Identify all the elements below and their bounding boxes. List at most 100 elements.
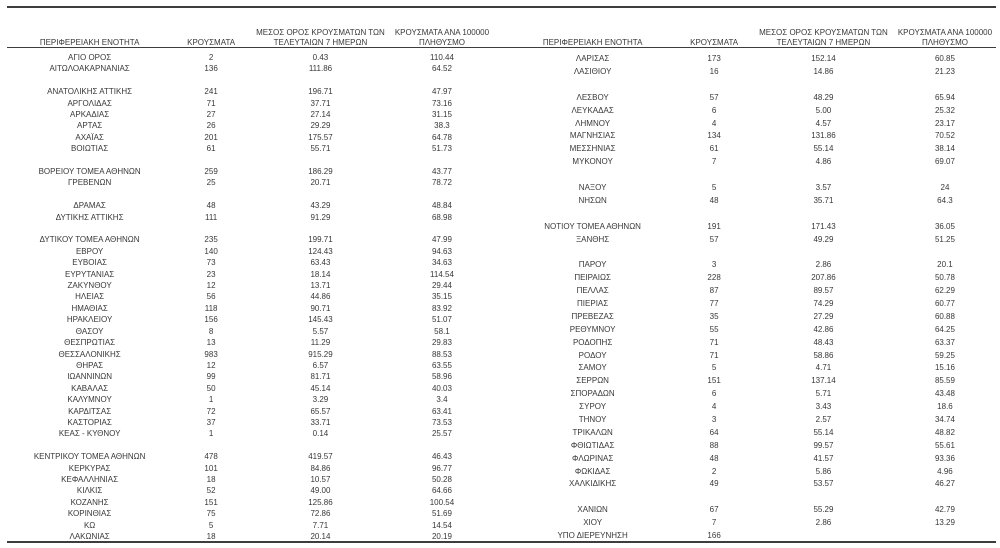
cases-cell: 7 — [711, 157, 717, 167]
region-cell: ΠΕΙΡΑΙΩΣ — [574, 273, 611, 283]
empty-cell — [7, 189, 172, 200]
region-cell: ΡΟΔΟΥ — [578, 350, 607, 360]
cases-cell: 13 — [206, 338, 216, 348]
cases-cell: 166 — [707, 531, 721, 541]
region-cell: ΑΡΤΑΣ — [76, 121, 103, 131]
cases-cell: 72 — [206, 406, 216, 416]
per100k-cell: 114.54 — [430, 269, 454, 279]
avg7-cell: 33.71 — [310, 417, 331, 427]
cases-cell: 64 — [709, 427, 719, 437]
header-rule — [7, 47, 996, 48]
cases-cell: 71 — [709, 337, 719, 347]
cases-cell: 173 — [707, 53, 721, 63]
region-cell: ΑΝΑΤΟΛΙΚΗΣ ΑΤΤΙΚΗΣ — [47, 87, 133, 97]
region-cell: ΒΟΡΕΙΟΥ ΤΟΜΕΑ ΑΘΗΝΩΝ — [38, 167, 141, 177]
avg7-cell: 55.14 — [813, 144, 834, 154]
per100k-cell: 31.15 — [431, 110, 452, 120]
region-cell: ΗΡΑΚΛΕΙΟΥ — [66, 315, 113, 325]
avg7-cell: 44.86 — [310, 292, 331, 302]
cases-cell: 259 — [204, 167, 218, 177]
region-cell: ΚΕΡΚΥΡΑΣ — [68, 463, 111, 473]
table-row: ΚΕΝΤΡΙΚΟΥ ΤΟΜΕΑ ΑΘΗΝΩΝ 478 419.57 46.43 — [7, 451, 493, 462]
header-regional-unit: ΠΕΡΙΦΕΡΕΙΑΚΗ ΕΝΟΤΗΤΑ — [542, 37, 643, 47]
per100k-cell: 23.17 — [934, 118, 955, 128]
avg7-cell: 48.29 — [813, 92, 834, 102]
table-row: ΘΗΡΑΣ 12 6.57 63.55 — [7, 360, 493, 371]
empty-cell — [753, 491, 894, 504]
table-row: ΕΒΡΟΥ 140 124.43 94.63 — [7, 246, 493, 257]
region-cell: ΔΡΑΜΑΣ — [73, 201, 106, 211]
table-row: ΗΛΕΙΑΣ 56 44.86 35.15 — [7, 291, 493, 302]
avg7-cell: 0.14 — [312, 429, 329, 439]
per100k-cell: 3.4 — [436, 395, 448, 405]
table-row: ΠΕΛΛΑΣ 87 89.57 62.29 — [510, 284, 996, 297]
table-row: ΝΗΣΩΝ 48 35.71 64.3 — [510, 194, 996, 207]
region-cell: ΚΑΛΥΜΝΟΥ — [67, 395, 112, 405]
avg7-cell: 84.86 — [310, 463, 331, 473]
cases-cell: 6 — [711, 105, 717, 115]
region-cell: ΒΟΙΩΤΙΑΣ — [71, 144, 109, 154]
per100k-cell: 60.88 — [934, 311, 955, 321]
per100k-cell: 64.66 — [431, 486, 452, 496]
table-row: ΒΟΙΩΤΙΑΣ 61 55.71 51.73 — [7, 143, 493, 154]
per100k-cell: 48.82 — [934, 427, 955, 437]
region-cell: ΚΑΡΔΙΤΣΑΣ — [68, 406, 112, 416]
avg7-cell: 10.57 — [310, 474, 331, 484]
per100k-cell: 14.54 — [431, 520, 452, 530]
empty-cell — [250, 189, 391, 200]
per100k-cell: 25.32 — [934, 105, 955, 115]
cases-cell: 55 — [709, 324, 719, 334]
region-cell: ΛΑΚΩΝΙΑΣ — [69, 531, 110, 541]
avg7-cell: 90.71 — [310, 303, 331, 313]
per100k-cell: 51.73 — [431, 144, 452, 154]
avg7-cell: 4.57 — [815, 118, 832, 128]
avg7-cell: 91.29 — [310, 212, 331, 222]
avg7-cell: 11.29 — [310, 338, 331, 348]
cases-cell: 2 — [208, 53, 214, 62]
table-row: ΕΥΡΥΤΑΝΙΑΣ 23 18.14 114.54 — [7, 269, 493, 280]
cases-cell: 26 — [206, 121, 216, 131]
avg7-cell: 49.29 — [813, 234, 834, 244]
avg7-cell: 53.57 — [813, 479, 834, 489]
empty-cell — [172, 155, 250, 166]
region-cell: ΑΡΚΑΔΙΑΣ — [70, 110, 110, 120]
header-regional-unit: ΠΕΡΙΦΕΡΕΙΑΚΗ ΕΝΟΤΗΤΑ — [39, 37, 140, 47]
avg7-cell: 48.43 — [813, 337, 834, 347]
empty-cell — [894, 207, 996, 220]
region-cell: ΘΕΣΠΡΩΤΙΑΣ — [64, 338, 116, 348]
cases-cell: 478 — [204, 452, 218, 462]
table-row: ΜΥΚΟΝΟΥ 7 4.86 69.07 — [510, 156, 996, 169]
region-cell: ΙΩΑΝΝΙΝΩΝ — [67, 372, 113, 382]
per100k-cell: 62.29 — [934, 286, 955, 296]
per100k-cell: 93.36 — [934, 453, 955, 463]
avg7-cell: 111.86 — [308, 64, 333, 74]
per100k-cell: 20.1 — [937, 260, 953, 270]
per100k-cell: 64.52 — [431, 64, 452, 74]
empty-cell — [894, 246, 996, 259]
cases-cell: 2 — [711, 466, 717, 476]
avg7-cell: 58.86 — [813, 350, 834, 360]
empty-cell — [391, 223, 493, 234]
per100k-cell: 47.97 — [431, 87, 452, 97]
avg7-cell: 2.57 — [815, 415, 832, 424]
empty-cell — [753, 246, 894, 259]
header-row: ΠΕΡΙΦΕΡΕΙΑΚΗ ΕΝΟΤΗΤΑ ΚΡΟΥΣΜΑΤΑ ΜΕΣΟΣ ΟΡΟ… — [7, 10, 493, 49]
table-row: ΝΟΤΙΟΥ ΤΟΜΕΑ ΑΘΗΝΩΝ 191 171.43 36.05 — [510, 220, 996, 233]
cases-cell: 241 — [204, 87, 218, 97]
region-cell: ΣΕΡΡΩΝ — [576, 376, 609, 386]
cases-cell: 156 — [204, 315, 218, 325]
region-cell: ΛΑΣΙΘΙΟΥ — [573, 67, 612, 77]
region-cell: ΚΕΦΑΛΛΗΝΙΑΣ — [61, 474, 119, 484]
table-row: ΞΑΝΘΗΣ 57 49.29 51.25 — [510, 233, 996, 246]
table-row: ΤΗΝΟΥ 3 2.57 34.74 — [510, 413, 996, 426]
table-row: ΛΑΣΙΘΙΟΥ 16 14.86 21.23 — [510, 65, 996, 78]
cases-cell: 12 — [206, 360, 216, 370]
table-row: ΦΘΙΩΤΙΔΑΣ 88 99.57 55.61 — [510, 439, 996, 452]
empty-cell — [391, 155, 493, 166]
avg7-cell: 14.86 — [813, 67, 834, 77]
region-cell: ΚΑΣΤΟΡΙΑΣ — [67, 417, 112, 427]
cases-cell: 5 — [711, 183, 717, 192]
table-row: ΠΙΕΡΙΑΣ 77 74.29 60.77 — [510, 297, 996, 310]
avg7-cell: 27.29 — [813, 311, 834, 321]
cases-cell: 25 — [206, 178, 216, 188]
